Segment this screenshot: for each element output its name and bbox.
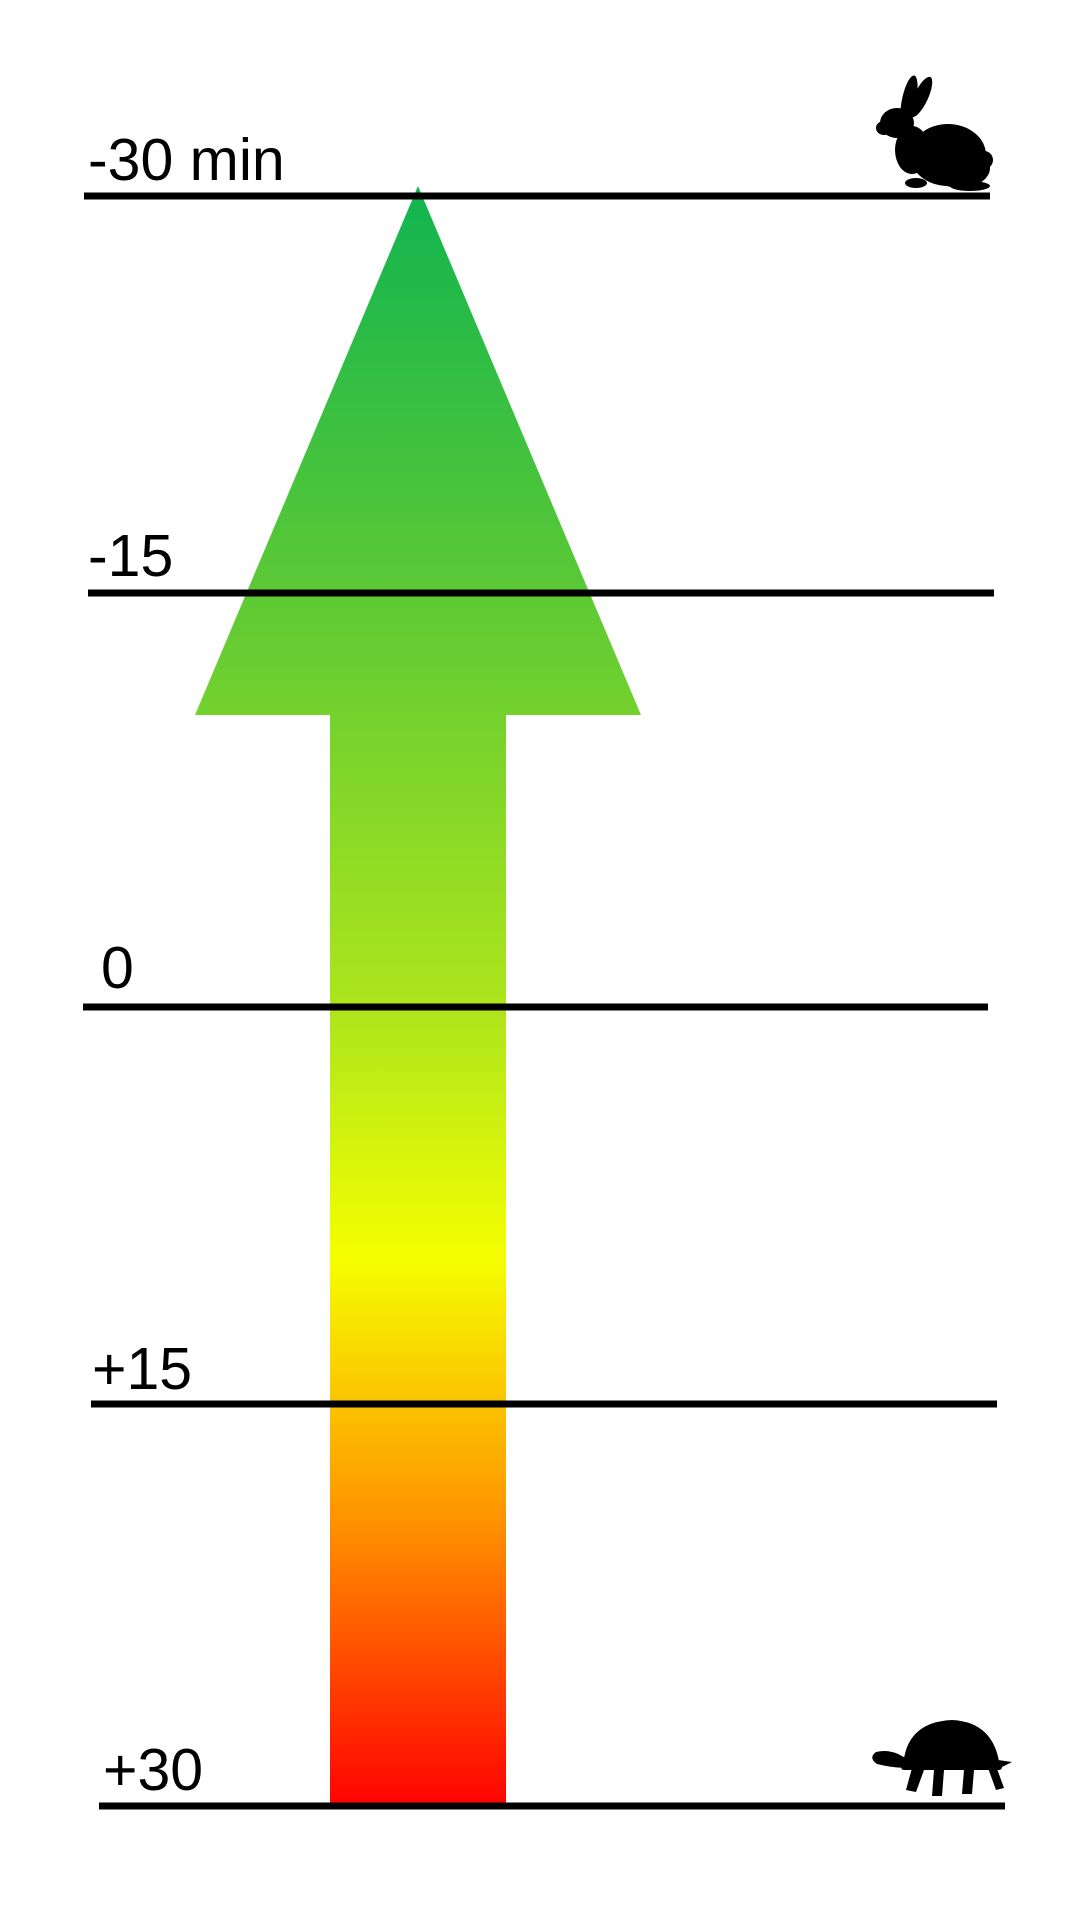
rabbit-icon: [876, 75, 993, 191]
label-minus-15: -15: [88, 523, 173, 589]
label-zero: 0: [101, 935, 134, 1001]
label-plus-15: +15: [92, 1336, 192, 1402]
tortoise-icon: [872, 1720, 1012, 1796]
label-minus-30-min: -30 min: [88, 127, 285, 193]
upward-gradient-arrow: [195, 186, 641, 1805]
label-plus-30: +30: [103, 1737, 203, 1803]
